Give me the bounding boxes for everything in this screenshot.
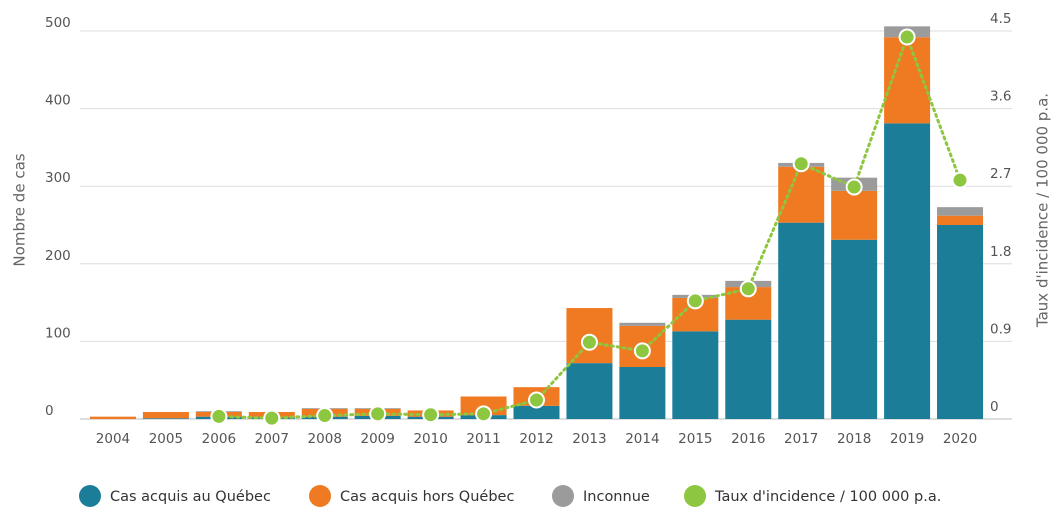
y-tick-label: 300 [45,170,71,186]
x-tick-label: 2013 [572,431,606,447]
legend-swatch [309,485,331,507]
y-tick-label: 200 [45,248,71,264]
line-point [528,391,545,409]
line-point [422,406,440,424]
bar-segment [672,331,719,419]
x-tick-label: 2018 [837,431,871,447]
y-tick-label: 400 [45,93,71,109]
x-tick-label: 2019 [890,431,924,447]
x-tick-label: 2009 [360,431,394,447]
bar-segment [142,418,189,419]
x-tick-label: 2012 [519,431,553,447]
y2-axis-title: Taux d'incidence / 100 000 p.a. [1034,93,1052,328]
line-point [686,292,704,310]
line-point [633,342,651,360]
line-point [263,409,281,427]
line-point [739,280,757,298]
x-tick-label: 2008 [308,431,342,447]
line-point [792,155,810,173]
bar-segment [884,123,931,420]
y2-tick-label: 3.6 [990,89,1011,105]
legend-swatch [552,485,574,507]
bar-segment [619,322,666,326]
bar-segment [619,367,666,419]
x-tick-label: 2004 [96,431,130,447]
legend-label: Taux d'incidence / 100 000 p.a. [714,489,941,505]
x-tick-label: 2011 [466,431,500,447]
legend-swatch [79,485,101,507]
line-point [845,178,863,196]
bar-segment [831,190,878,240]
line-point [898,28,916,46]
bar-segment [513,405,560,419]
y-tick-label: 500 [45,15,71,31]
line-point [316,407,334,425]
line-point [580,333,598,351]
x-tick-label: 2015 [678,431,712,447]
line-point [951,171,969,189]
legend-label: Inconnue [583,489,650,505]
x-tick-label: 2014 [625,431,659,447]
line-point [210,407,228,425]
line-point [475,405,493,423]
bar-segment [778,222,825,419]
y2-tick-label: 0 [990,399,999,415]
bar-segment [142,412,189,419]
bar-segment [566,363,613,419]
legend-label: Cas acquis hors Québec [340,489,514,505]
line-point [369,405,387,423]
bar-segment [89,416,136,419]
x-tick-label: 2017 [784,431,818,447]
bar-segment [937,225,984,419]
bar-segment [937,215,984,225]
y-tick-label: 100 [45,325,71,341]
bar-segment [725,319,772,419]
x-tick-label: 2007 [255,431,289,447]
y2-tick-label: 1.8 [990,244,1011,260]
x-tick-label: 2010 [413,431,447,447]
y2-tick-label: 4.5 [990,11,1011,27]
x-tick-label: 2016 [731,431,765,447]
x-tick-label: 2005 [149,431,183,447]
bar-segment [778,166,825,223]
legend-swatch [684,485,706,507]
y2-tick-label: 0.9 [990,321,1011,337]
bar-segment [831,239,878,419]
bar-segment [937,207,984,216]
y-axis-title: Nombre de cas [11,153,29,266]
x-tick-label: 2006 [202,431,236,447]
y2-tick-label: 2.7 [990,166,1011,182]
legend-label: Cas acquis au Québec [110,489,271,505]
y-tick-label: 0 [45,403,54,419]
x-tick-label: 2020 [943,431,977,447]
